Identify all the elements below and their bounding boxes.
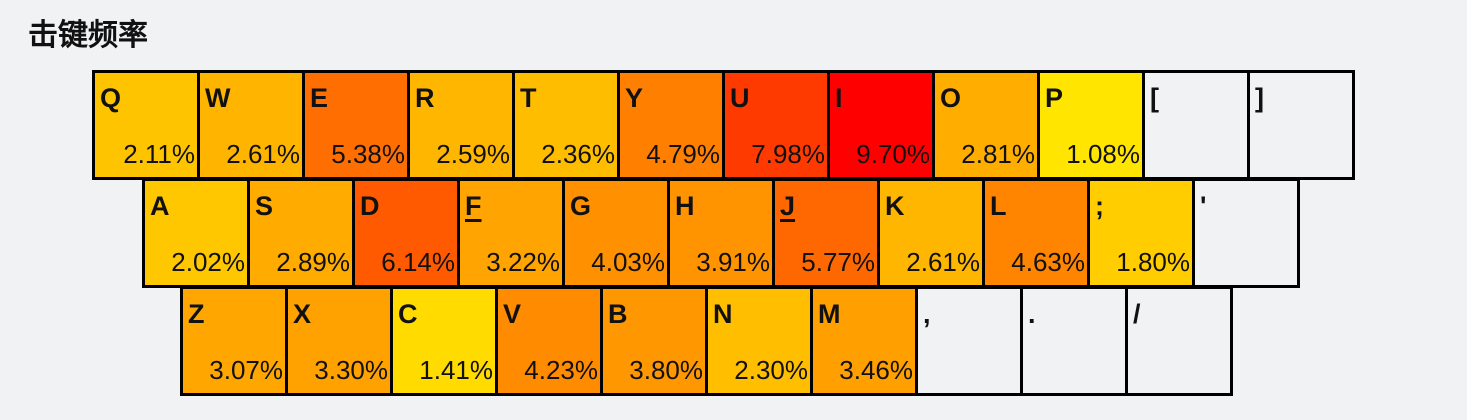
key-s: S 2.89% <box>247 178 355 288</box>
key-frequency: 7.98% <box>751 139 825 169</box>
key-label: ; <box>1095 191 1104 221</box>
key-t: T 2.36% <box>512 70 620 180</box>
key-label: H <box>675 191 695 221</box>
key-frequency: 4.79% <box>646 139 720 169</box>
key-label: P <box>1045 83 1064 113</box>
key-frequency: 3.22% <box>486 247 560 277</box>
key-k: K 2.61% <box>877 178 985 288</box>
key-p: P 1.08% <box>1037 70 1145 180</box>
key-frequency: 2.30% <box>734 355 808 385</box>
key-label: Z <box>188 299 205 329</box>
key-label: . <box>1028 299 1036 329</box>
key-semicolon: ; 1.80% <box>1087 178 1195 288</box>
key-b: B 3.80% <box>600 286 708 396</box>
key-label: L <box>990 191 1007 221</box>
key-r: R 2.59% <box>407 70 515 180</box>
key-a: A 2.02% <box>142 178 250 288</box>
key-frequency: 1.41% <box>419 355 493 385</box>
key-label: I <box>835 83 843 113</box>
key-comma: , <box>915 286 1023 396</box>
key-label: M <box>818 299 841 329</box>
key-frequency: 3.46% <box>839 355 913 385</box>
key-label: S <box>255 191 274 221</box>
key-frequency: 1.80% <box>1116 247 1190 277</box>
key-frequency: 2.61% <box>906 247 980 277</box>
key-frequency: 4.23% <box>524 355 598 385</box>
key-label: Y <box>625 83 644 113</box>
keyboard-row-home: A 2.02% S 2.89% D 6.14% F 3.22% G 4.03% H 3.91% J 5.7… <box>142 178 1300 288</box>
key-label: F <box>465 191 482 221</box>
key-frequency: 2.61% <box>226 139 300 169</box>
key-x: X 3.30% <box>285 286 393 396</box>
key-frequency: 2.36% <box>541 139 615 169</box>
key-q: Q 2.11% <box>92 70 200 180</box>
keyboard-row-bottom: Z 3.07% X 3.30% C 1.41% V 4.23% B 3.80% N 2.30% M 3.4… <box>180 286 1233 396</box>
key-o: O 2.81% <box>932 70 1040 180</box>
key-frequency: 2.59% <box>436 139 510 169</box>
key-period: . <box>1020 286 1128 396</box>
key-frequency: 5.77% <box>801 247 875 277</box>
key-frequency: 3.91% <box>696 247 770 277</box>
key-label: X <box>293 299 312 329</box>
key-g: G 4.03% <box>562 178 670 288</box>
key-e: E 5.38% <box>302 70 410 180</box>
key-slash: / <box>1125 286 1233 396</box>
key-label: V <box>503 299 522 329</box>
key-l: L 4.63% <box>982 178 1090 288</box>
key-label: T <box>520 83 537 113</box>
key-label: B <box>608 299 628 329</box>
key-n: N 2.30% <box>705 286 813 396</box>
key-label: / <box>1133 299 1141 329</box>
key-frequency: 2.02% <box>171 247 245 277</box>
key-left-bracket: [ <box>1142 70 1250 180</box>
key-frequency: 4.03% <box>591 247 665 277</box>
key-frequency: 3.07% <box>209 355 283 385</box>
key-label: ' <box>1200 191 1207 221</box>
key-label: A <box>150 191 170 221</box>
key-label: R <box>415 83 435 113</box>
key-i: I 9.70% <box>827 70 935 180</box>
key-frequency: 3.30% <box>314 355 388 385</box>
key-apostrophe: ' <box>1192 178 1300 288</box>
key-m: M 3.46% <box>810 286 918 396</box>
key-frequency: 4.63% <box>1011 247 1085 277</box>
key-label: N <box>713 299 733 329</box>
key-frequency: 6.14% <box>381 247 455 277</box>
key-u: U 7.98% <box>722 70 830 180</box>
key-label: ] <box>1255 83 1264 113</box>
key-label: K <box>885 191 905 221</box>
key-label: O <box>940 83 962 113</box>
key-frequency: 1.08% <box>1066 139 1140 169</box>
key-label: D <box>360 191 380 221</box>
key-frequency: 2.11% <box>123 139 195 169</box>
key-label: [ <box>1150 83 1159 113</box>
key-v: V 4.23% <box>495 286 603 396</box>
key-c: C 1.41% <box>390 286 498 396</box>
key-frequency: 3.80% <box>629 355 703 385</box>
key-label: , <box>923 299 931 329</box>
key-label: C <box>398 299 418 329</box>
key-w: W 2.61% <box>197 70 305 180</box>
key-label: U <box>730 83 750 113</box>
key-right-bracket: ] <box>1247 70 1355 180</box>
key-frequency: 9.70% <box>856 139 930 169</box>
key-label: J <box>780 191 796 221</box>
key-d: D 6.14% <box>352 178 460 288</box>
key-label: Q <box>100 83 122 113</box>
keyboard-row-top: Q 2.11% W 2.61% E 5.38% R 2.59% T 2.36% Y 4.79% U 7.9… <box>92 70 1355 180</box>
key-z: Z 3.07% <box>180 286 288 396</box>
key-frequency: 2.89% <box>276 247 350 277</box>
key-label: W <box>205 83 231 113</box>
page-title: 击键频率 <box>28 18 148 53</box>
key-label: G <box>570 191 592 221</box>
key-h: H 3.91% <box>667 178 775 288</box>
key-j: J 5.77% <box>772 178 880 288</box>
key-label: E <box>310 83 329 113</box>
key-y: Y 4.79% <box>617 70 725 180</box>
key-frequency: 2.81% <box>961 139 1035 169</box>
key-frequency: 5.38% <box>331 139 405 169</box>
key-f: F 3.22% <box>457 178 565 288</box>
